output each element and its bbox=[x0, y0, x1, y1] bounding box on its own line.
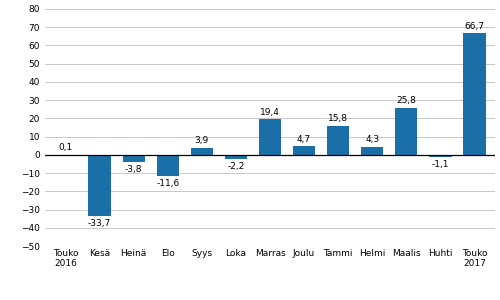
Text: 19,4: 19,4 bbox=[260, 108, 280, 117]
Text: -1,1: -1,1 bbox=[432, 160, 449, 169]
Text: -3,8: -3,8 bbox=[125, 164, 142, 173]
Text: 3,9: 3,9 bbox=[194, 136, 209, 145]
Bar bbox=[88, 155, 110, 216]
Bar bbox=[396, 108, 417, 155]
Bar bbox=[430, 155, 452, 157]
Bar bbox=[225, 155, 247, 159]
Bar bbox=[327, 126, 349, 155]
Bar bbox=[190, 148, 213, 155]
Text: -11,6: -11,6 bbox=[156, 179, 180, 188]
Text: -33,7: -33,7 bbox=[88, 219, 111, 228]
Bar bbox=[464, 33, 485, 155]
Text: 4,7: 4,7 bbox=[297, 134, 311, 143]
Text: 25,8: 25,8 bbox=[396, 96, 416, 105]
Text: -2,2: -2,2 bbox=[228, 162, 244, 171]
Bar bbox=[156, 155, 179, 176]
Text: 66,7: 66,7 bbox=[464, 22, 484, 31]
Bar bbox=[122, 155, 144, 162]
Text: 4,3: 4,3 bbox=[365, 135, 380, 144]
Text: 15,8: 15,8 bbox=[328, 114, 348, 123]
Bar bbox=[361, 147, 384, 155]
Text: 0,1: 0,1 bbox=[58, 143, 72, 152]
Bar bbox=[293, 146, 315, 155]
Bar bbox=[259, 119, 281, 155]
